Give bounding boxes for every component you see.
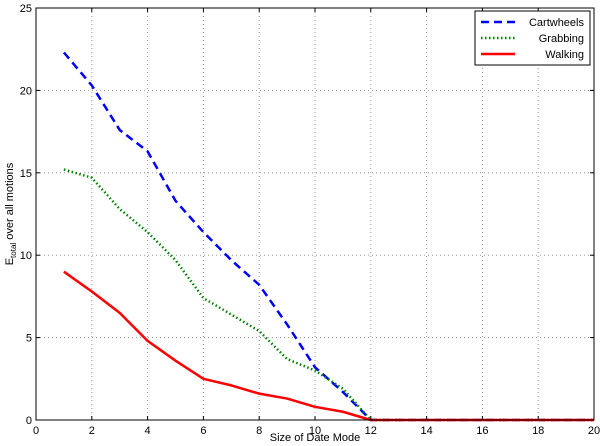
- x-axis-label: Size of Date Mode: [270, 432, 361, 444]
- series-lines: [62, 51, 594, 422]
- y-tick-label: 0: [26, 415, 32, 427]
- y-tick-label: 15: [20, 168, 32, 180]
- series-line-cartwheels: [62, 51, 594, 422]
- x-tick-label: 2: [89, 425, 95, 437]
- x-tick-label: 4: [145, 425, 151, 437]
- axis-ticks: [35, 7, 595, 421]
- legend-label-walking: Walking: [545, 49, 584, 61]
- x-tick-label: 0: [33, 425, 39, 437]
- x-tick-label: 20: [588, 425, 600, 437]
- y-axis-label-rest: over all motions: [4, 162, 16, 243]
- plot-frame: [35, 7, 595, 421]
- x-tick-label: 16: [476, 425, 488, 437]
- x-tick-label: 14: [420, 425, 432, 437]
- y-axis-tick-labels: 0 5 10 15 20 25: [20, 3, 32, 427]
- y-axis-label-subscript: total: [9, 243, 18, 258]
- legend-label-grabbing: Grabbing: [539, 33, 584, 45]
- x-tick-label: 8: [256, 425, 262, 437]
- x-tick-label: 10: [309, 425, 321, 437]
- x-axis-tick-labels: 0 2 4 6 8 10 12 14 16 18 20: [33, 425, 600, 437]
- legend-label-cartwheels: Cartwheels: [529, 17, 585, 29]
- x-tick-label: 18: [532, 425, 544, 437]
- y-tick-label: 25: [20, 3, 32, 15]
- x-tick-label: 6: [200, 425, 206, 437]
- x-tick-label: 12: [365, 425, 377, 437]
- y-tick-label: 20: [20, 85, 32, 97]
- series-line-walking: [63, 270, 594, 422]
- series-line-grabbing: [63, 168, 594, 422]
- y-tick-label: 5: [26, 333, 32, 345]
- y-axis-label-symbol: E: [4, 258, 16, 265]
- y-tick-label: 10: [20, 250, 32, 262]
- legend: Cartwheels Grabbing Walking: [474, 10, 591, 66]
- y-axis-label: Etotal over all motions: [4, 162, 18, 265]
- grid-lines: [36, 8, 594, 420]
